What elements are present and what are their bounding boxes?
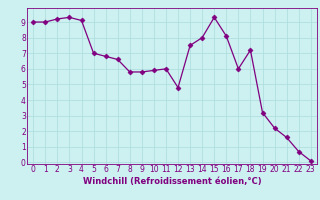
X-axis label: Windchill (Refroidissement éolien,°C): Windchill (Refroidissement éolien,°C) <box>83 177 261 186</box>
